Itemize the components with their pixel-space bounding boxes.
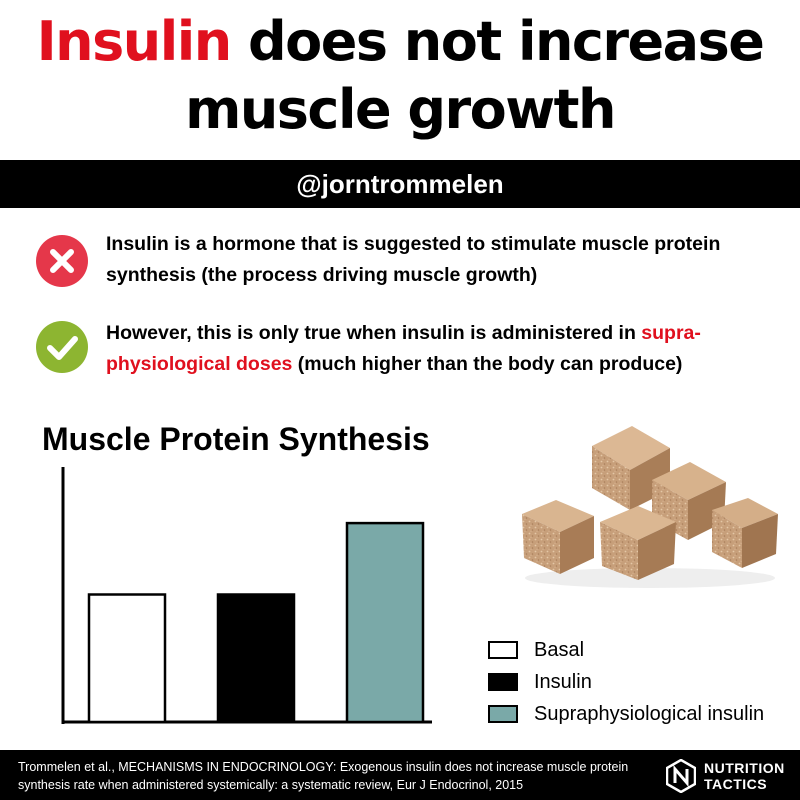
bar-chart [61, 467, 432, 724]
bar-insulin [216, 593, 296, 724]
fact-text: However, this is only true when insulin … [106, 318, 786, 380]
legend-item-basal: Basal [488, 636, 800, 668]
chart-title: Muscle Protein Synthesis [42, 421, 430, 457]
logo-mark-icon [666, 759, 696, 793]
fact-text-before: However, this is only true when insulin … [106, 322, 642, 344]
legend-label-supraphysiological: Supraphysiological insulin [534, 703, 765, 725]
bar-basal [87, 593, 167, 724]
title-highlight: Insulin [36, 10, 233, 73]
sugar-cubes-image [522, 426, 778, 588]
fact-text-after: (much higher than the body can produce) [292, 353, 683, 375]
legend-swatch-supraphysiological [488, 705, 518, 723]
logo-line-1: NUTRITION [704, 760, 785, 776]
check-circle-icon [36, 321, 88, 373]
legend-swatch-insulin [488, 673, 518, 691]
handle-bar: @jorntrommelen [0, 160, 800, 208]
page-title: Insulin does not increase muscle growth [0, 8, 800, 144]
claim-point: Insulin is a hormone that is suggested t… [36, 229, 776, 295]
nutrition-tactics-logo: NUTRITION TACTICS [666, 757, 796, 795]
fact-point: However, this is only true when insulin … [36, 318, 776, 384]
legend-swatch-basal [488, 641, 518, 659]
chart-legend: Basal Insulin Supraphysiological insulin [488, 636, 800, 732]
fact-text-highlight: supra-physiological doses [106, 322, 701, 375]
cross-circle-icon [36, 235, 88, 287]
citation: Trommelen et al., MECHANISMS IN ENDOCRIN… [18, 760, 629, 792]
legend-item-insulin: Insulin [488, 668, 800, 700]
legend-label-insulin: Insulin [534, 671, 592, 693]
logo-line-2: TACTICS [704, 776, 768, 792]
title-line-2: muscle growth [185, 78, 616, 141]
legend-item-supraphysiological: Supraphysiological insulin [488, 700, 800, 732]
claim-text: Insulin is a hormone that is suggested t… [106, 233, 721, 286]
logo-text: NUTRITION TACTICS [704, 760, 785, 792]
legend-label-basal: Basal [534, 639, 585, 661]
author-handle: @jorntrommelen [296, 169, 504, 199]
bar-supraphysiological-insulin [345, 521, 425, 724]
footer: Trommelen et al., MECHANISMS IN ENDOCRIN… [0, 750, 800, 800]
title-line-1: Insulin does not increase [0, 8, 800, 76]
title-rest: does not increase [230, 10, 765, 73]
